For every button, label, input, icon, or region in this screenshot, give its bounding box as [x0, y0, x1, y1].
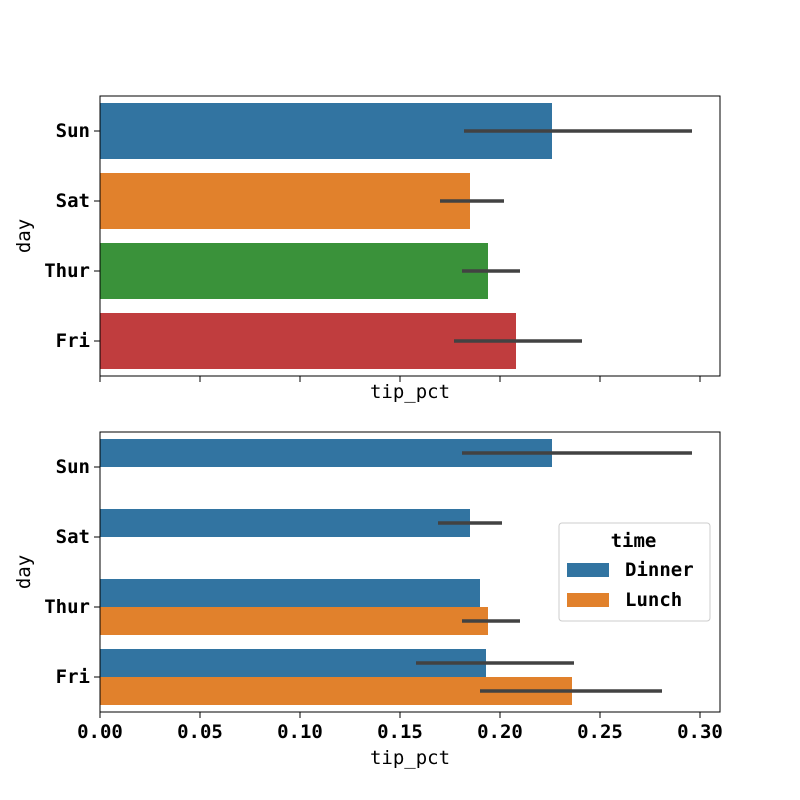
- bar-dinner-thur: [100, 579, 480, 607]
- y-axis-label: day: [13, 219, 35, 253]
- bottom-panel: Sun Sat Thur Fri 0.00 0.05 0.10 0.15 0.20 0.25 0.3…: [13, 431, 723, 769]
- ytick-label-sun: Sun: [56, 120, 90, 142]
- bar-lunch-thur: [100, 607, 488, 635]
- bar-sat: [100, 173, 470, 229]
- ytick-label-fri: Fri: [56, 330, 90, 352]
- ytick-label-fri: Fri: [56, 666, 90, 688]
- ytick-label-sat: Sat: [56, 526, 90, 548]
- plot-frame: [99, 95, 721, 377]
- ytick-label-thur: Thur: [44, 596, 90, 618]
- xtick-label: 0.20: [477, 721, 523, 743]
- legend-title: time: [611, 530, 657, 552]
- xtick-label: 0.10: [277, 721, 323, 743]
- xtick-label: 0.15: [377, 721, 423, 743]
- legend-label-dinner: Dinner: [625, 559, 694, 581]
- xtick-label: 0.30: [677, 721, 723, 743]
- xtick-label: 0.25: [577, 721, 623, 743]
- ytick-label-sat: Sat: [56, 190, 90, 212]
- legend-swatch-dinner: [567, 563, 609, 577]
- ytick-label-thur: Thur: [44, 260, 90, 282]
- xtick-label: 0.00: [77, 721, 123, 743]
- bar-thur: [100, 243, 488, 299]
- y-axis-label: day: [13, 555, 35, 589]
- bar-dinner-sat: [100, 509, 470, 537]
- bar-fri: [100, 313, 516, 369]
- x-axis-label: tip_pct: [370, 381, 450, 403]
- ytick-label-sun: Sun: [56, 456, 90, 478]
- legend-swatch-lunch: [567, 593, 609, 607]
- legend-label-lunch: Lunch: [625, 589, 682, 611]
- x-axis-label: tip_pct: [370, 747, 450, 769]
- top-panel: Sun Sat Thur Fri tip_pct day: [13, 95, 721, 403]
- legend: time Dinner Lunch: [558, 522, 711, 622]
- plot-frame: [99, 431, 721, 713]
- xtick-label: 0.05: [177, 721, 223, 743]
